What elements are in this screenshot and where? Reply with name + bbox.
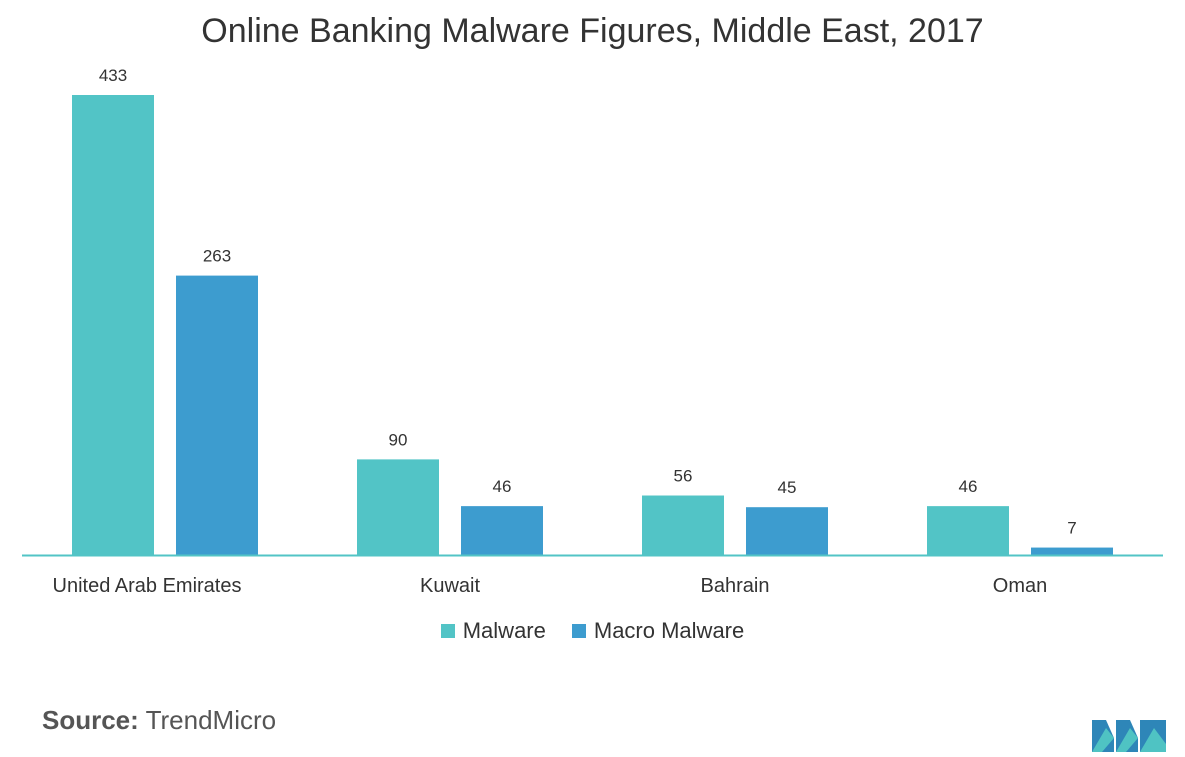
- mordor-intelligence-logo-icon: [1092, 720, 1166, 752]
- data-label: 56: [674, 467, 693, 486]
- category-label: Bahrain: [701, 575, 770, 597]
- chart-title: Online Banking Malware Figures, Middle E…: [201, 12, 984, 50]
- legend-label-malware: Malware: [462, 618, 546, 643]
- bar: [746, 507, 828, 555]
- source-note: Source: TrendMicro: [42, 705, 276, 736]
- source-text: TrendMicro: [145, 705, 277, 735]
- legend-item-malware: Malware: [440, 618, 546, 644]
- bar: [1031, 547, 1113, 555]
- data-label: 263: [203, 247, 231, 266]
- data-label: 46: [959, 477, 978, 496]
- category-label: Oman: [993, 575, 1047, 597]
- legend-swatch-macro-malware: [571, 624, 586, 638]
- data-label: 90: [389, 430, 408, 449]
- data-label: 46: [493, 477, 512, 496]
- data-label: 7: [1067, 519, 1076, 538]
- bar: [642, 495, 724, 555]
- bar: [176, 275, 258, 555]
- bar: [927, 506, 1009, 555]
- bar-chart: 433 263 United Arab Emirates 90 46 Kuwait 56 45…: [22, 66, 1163, 597]
- data-label: 433: [99, 66, 127, 85]
- legend-item-macro-malware: Macro Malware: [571, 618, 745, 644]
- legend: Malware Macro Malware: [0, 618, 1185, 644]
- category-label: Kuwait: [420, 575, 480, 597]
- category-label: United Arab Emirates: [53, 575, 242, 597]
- legend-label-macro-malware: Macro Malware: [593, 618, 745, 643]
- source-label: Source:: [42, 705, 139, 735]
- legend-swatch-malware: [440, 624, 455, 638]
- data-label: 45: [778, 478, 797, 497]
- bar: [72, 95, 154, 555]
- bar: [461, 506, 543, 555]
- bar: [357, 459, 439, 555]
